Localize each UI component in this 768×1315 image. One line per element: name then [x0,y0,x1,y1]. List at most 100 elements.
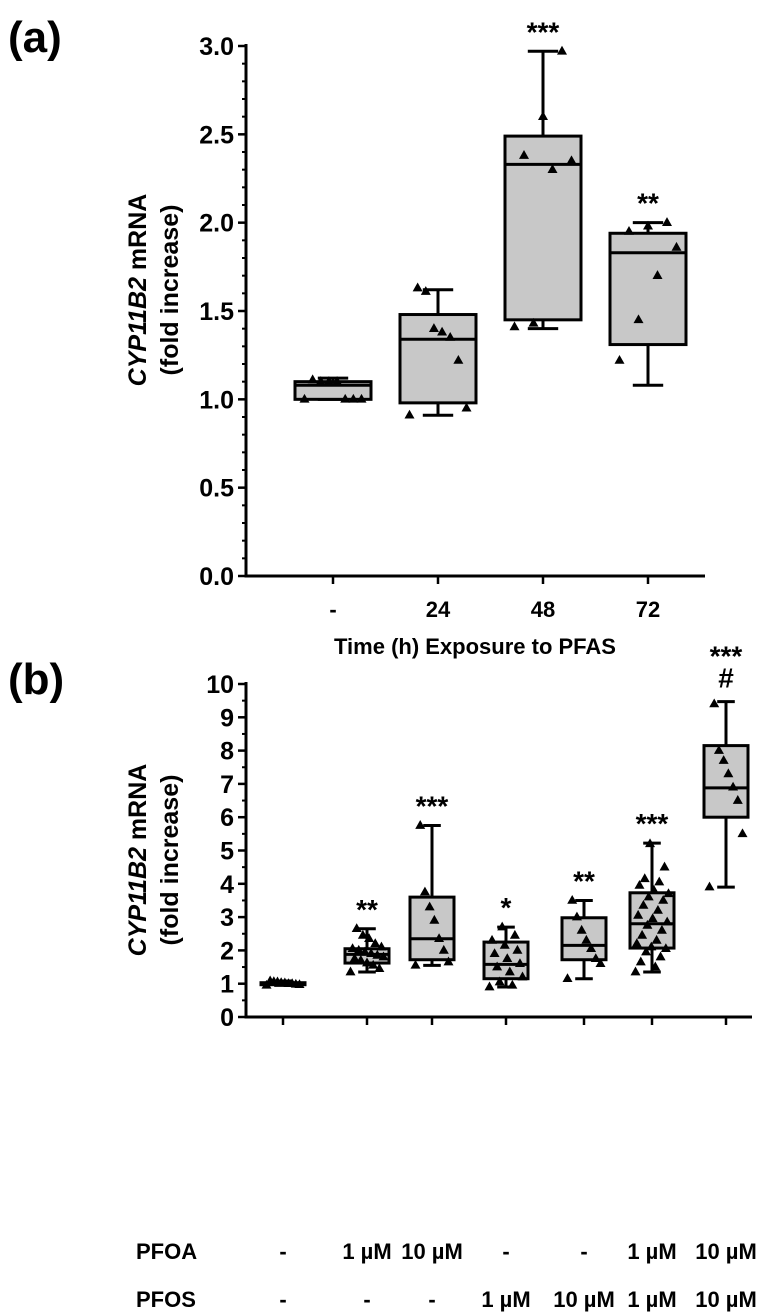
data-point-1-3-11 [487,934,498,944]
data-point-0-2-0 [509,321,520,331]
significance-1-3: * [501,892,512,923]
data-point-1-5-16 [638,899,649,909]
data-point-1-2-2 [438,944,449,954]
data-point-0-3-1 [633,314,644,324]
data-point-1-3-13 [497,921,508,931]
data-point-0-0-7 [307,374,318,384]
pfos-label-1: - [363,1287,370,1312]
data-point-1-3-0 [484,981,495,991]
data-point-1-6-7 [709,698,720,708]
x-tick-label-0-1: 24 [426,597,451,622]
data-point-1-5-24 [659,861,670,871]
data-point-1-5-18 [643,891,654,901]
data-point-0-2-1 [528,317,539,327]
data-point-0-1-7 [412,282,423,292]
data-point-0-2-2 [547,164,558,173]
data-point-1-5-1 [650,961,661,971]
data-point-1-2-7 [415,820,426,829]
data-point-0-2-3 [566,155,577,165]
pfoa-label-1: 1 µM [342,1239,391,1264]
y-axis-title-line2-1: (fold increase) [156,775,184,946]
data-point-0-3-5 [643,220,653,230]
data-point-0-3-0 [614,354,625,364]
y-axis-title-gene-1: CYP11B2 [124,847,152,956]
y-tick-label-1-2: 2 [220,937,234,965]
pfoa-label-6: 10 µM [695,1239,757,1264]
data-point-0-0-0 [299,393,310,403]
data-point-1-5-15 [652,904,663,914]
y-axis-title-unit-0: mRNA [124,194,152,277]
data-point-0-1-0 [404,409,415,419]
data-point-0-0-6 [315,376,326,385]
significance-1-1: ** [356,894,378,925]
y-tick-label-1-8: 8 [220,738,234,766]
data-point-1-5-23 [639,873,650,883]
data-point-1-2-1 [443,956,454,966]
data-point-1-5-14 [633,909,644,919]
data-point-1-5-20 [648,884,659,894]
data-point-1-1-13 [370,938,381,948]
significance-1-4: ** [573,865,595,896]
data-point-1-5-9 [637,929,648,939]
data-point-1-5-19 [663,888,674,898]
box-1-4 [560,916,608,962]
data-point-1-1-16 [351,923,362,933]
data-point-1-5-4 [641,946,652,956]
data-point-1-1-2 [368,959,379,969]
data-point-1-1-14 [364,933,375,943]
y-tick-label-1-7: 7 [220,771,234,799]
pfoa-label-0: - [279,1239,286,1264]
pfos-label-4: 10 µM [553,1287,615,1312]
box-0-2 [503,134,583,322]
box-1-6 [702,744,750,819]
y-tick-label-0-5: 2.5 [199,121,234,149]
y-tick-label-0-2: 1.0 [199,386,234,414]
significance-hash-1-6: # [718,663,734,694]
data-point-1-5-2 [635,956,646,966]
data-point-1-2-3 [434,933,445,943]
x-axis-title-0: Time (h) Exposure to PFAS [334,634,616,659]
data-point-1-5-25 [645,838,656,848]
data-point-1-6-1 [737,828,748,838]
data-point-1-3-4 [504,966,515,976]
data-point-1-5-3 [655,951,666,961]
data-point-1-6-2 [732,795,743,804]
data-point-1-5-13 [647,913,658,923]
data-point-1-5-17 [658,894,669,904]
significance-1-6: *** [710,641,743,672]
data-point-0-2-5 [538,111,548,120]
panel-label-1: (b) [8,655,64,704]
data-point-1-5-22 [654,876,665,886]
data-point-0-0-5 [323,376,334,385]
data-point-1-4-0 [562,973,573,983]
data-point-0-3-3 [671,241,682,251]
data-point-0-0-4 [332,376,343,385]
data-point-0-0-1 [356,393,367,403]
pfoa-label-3: - [502,1239,509,1264]
pfos-label-0: - [279,1287,286,1312]
y-tick-label-0-6: 3.0 [199,33,234,61]
y-tick-label-0-3: 1.5 [199,298,234,326]
x-tick-label-0-2: 48 [531,597,555,622]
pfos-label-6: 10 µM [695,1287,757,1312]
data-point-1-5-5 [660,943,671,953]
y-axis-title-1: CYP11B2 mRNA (fold increase) [124,764,184,957]
data-point-0-1-3 [445,332,456,341]
data-point-1-4-1 [595,958,606,968]
data-point-1-5-10 [656,924,667,934]
data-point-1-0-9 [265,975,276,985]
data-point-0-2-6 [557,45,567,55]
data-point-0-2-4 [519,150,529,159]
data-point-1-6-4 [723,768,734,778]
x-tick-label-0-0: - [329,597,336,622]
data-point-0-0-3 [340,393,351,403]
significance-1-2: *** [416,791,449,822]
significance-1-5: *** [636,808,669,839]
data-point-1-3-2 [494,976,505,986]
data-point-1-3-9 [512,944,523,954]
y-tick-label-0-1: 0.5 [199,475,234,503]
pfos-label-3: 1 µM [481,1287,530,1312]
data-point-1-2-5 [424,901,435,911]
data-point-1-2-4 [429,914,440,924]
